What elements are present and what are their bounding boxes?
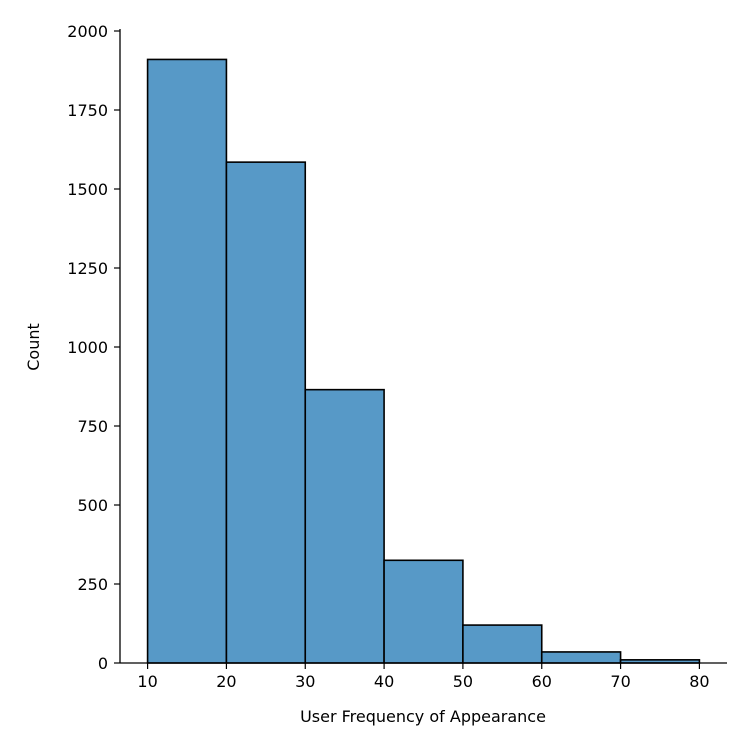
bars-layer <box>146 58 701 664</box>
x-tick-label: 40 <box>374 672 394 691</box>
x-tick-label: 80 <box>689 672 709 691</box>
histogram-bar-2 <box>304 388 385 664</box>
histogram-bar-3 <box>383 559 464 664</box>
x-tick-label: 20 <box>216 672 236 691</box>
x-tick-label: 10 <box>137 672 157 691</box>
x-tick-label: 50 <box>453 672 473 691</box>
y-axis-label: Count <box>24 323 43 371</box>
y-tick-label: 750 <box>77 417 108 436</box>
histogram-bar-0 <box>146 58 228 664</box>
histogram-bar-4 <box>462 624 543 664</box>
x-tick-label: 30 <box>295 672 315 691</box>
y-tick-label: 0 <box>98 654 108 673</box>
histogram-bar-1 <box>225 161 307 664</box>
x-tick-label: 70 <box>610 672 630 691</box>
y-tick-label: 1500 <box>67 180 108 199</box>
y-tick-label: 1250 <box>67 259 108 278</box>
axes-layer: 0 250 500 750 1000 1250 1500 1750 2000 10 20 30 40 50… <box>67 22 727 691</box>
x-axis-label: User Frequency of Appearance <box>300 707 546 726</box>
y-tick-label: 250 <box>77 575 108 594</box>
y-tick-label: 2000 <box>67 22 108 41</box>
y-tick-label: 1750 <box>67 101 108 120</box>
y-tick-label: 500 <box>77 496 108 515</box>
y-tick-label: 1000 <box>67 338 108 357</box>
histogram-bar-5 <box>540 651 622 664</box>
x-tick-label: 60 <box>532 672 552 691</box>
